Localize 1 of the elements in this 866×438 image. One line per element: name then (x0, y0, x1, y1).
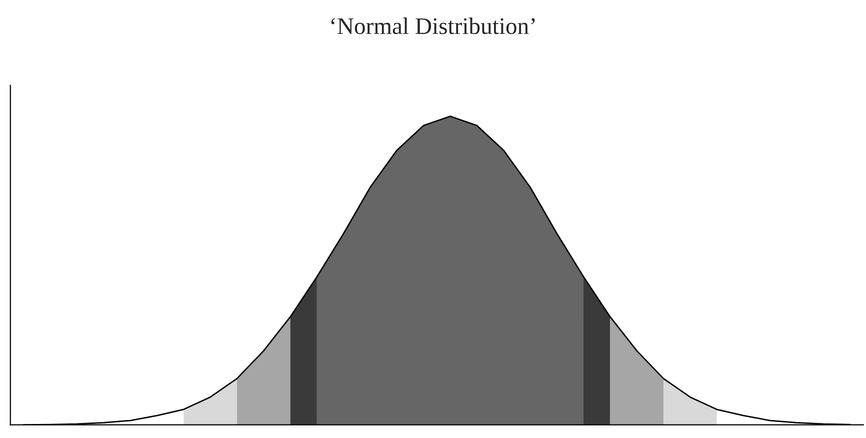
chart-title: ‘Normal Distribution’ (331, 18, 535, 34)
